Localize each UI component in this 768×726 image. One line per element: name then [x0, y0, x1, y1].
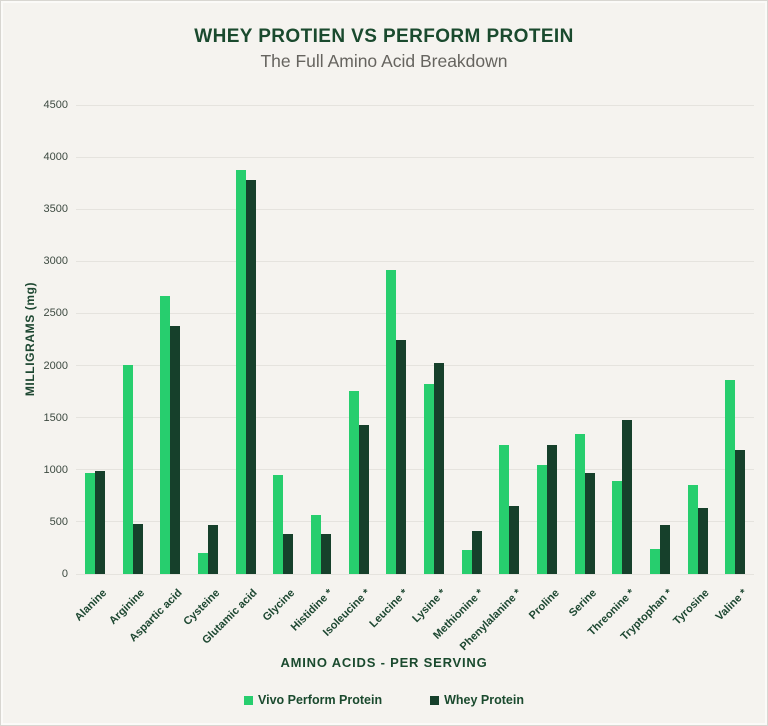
- bar-vivo-perform-protein: [84, 472, 95, 574]
- bar-whey-protein: [697, 508, 708, 574]
- bar-whey-protein: [659, 524, 670, 574]
- gridline: [76, 260, 754, 262]
- x-tick-label: Serine: [566, 587, 599, 620]
- x-tick-label: Glycine: [261, 587, 298, 624]
- bar-vivo-perform-protein: [273, 475, 284, 574]
- bar-whey-protein: [735, 449, 746, 574]
- bar-whey-protein: [433, 363, 444, 574]
- x-tick-label: Proline: [526, 587, 562, 622]
- bar-whey-protein: [584, 472, 595, 574]
- bar-vivo-perform-protein: [197, 553, 208, 574]
- x-tick-label: Leucine *: [367, 587, 411, 631]
- bar-whey-protein: [546, 444, 557, 574]
- legend-marker-square: [244, 695, 253, 705]
- bar-whey-protein: [245, 180, 256, 574]
- bar-whey-protein: [94, 470, 105, 574]
- bar-whey-protein: [320, 533, 331, 574]
- bar-whey-protein: [170, 325, 181, 574]
- bar-whey-protein: [358, 424, 369, 574]
- gridline: [76, 469, 754, 471]
- bar-vivo-perform-protein: [574, 434, 585, 574]
- x-tick-label: Lysine *: [410, 587, 449, 626]
- gridline: [76, 365, 754, 367]
- bar-whey-protein: [622, 419, 633, 574]
- bar-vivo-perform-protein: [348, 390, 359, 574]
- x-axis-labels: Alanine Arginine Aspartic acid Cysteine Glut…: [72, 579, 754, 653]
- gridline: [76, 156, 754, 158]
- x-tick-label: Valine *: [713, 587, 750, 624]
- bar-whey-protein: [509, 506, 520, 574]
- bar-whey-protein: [396, 339, 407, 574]
- bar-whey-protein: [283, 534, 294, 574]
- legend: Vivo Perform Protein Whey Protein: [1, 693, 767, 707]
- legend-label: Vivo Perform Protein: [258, 693, 383, 707]
- gridline: [76, 104, 754, 106]
- bar-vivo-perform-protein: [160, 295, 171, 574]
- y-tick-label: 2500: [43, 307, 68, 320]
- gridline: [76, 417, 754, 419]
- bar-vivo-perform-protein: [687, 485, 698, 574]
- y-tick-label: 3000: [43, 255, 68, 268]
- bar-vivo-perform-protein: [499, 444, 510, 574]
- x-tick-label: Tyrosine: [671, 587, 712, 628]
- x-axis-title: AMINO ACIDS - PER SERVING: [280, 655, 488, 670]
- x-tick-label: Alanine: [72, 587, 110, 624]
- y-tick-label: 4000: [43, 151, 68, 164]
- plot-area: [76, 104, 754, 575]
- chart-subtitle: The Full Amino Acid Breakdown: [260, 51, 508, 71]
- gridline: [76, 208, 754, 210]
- y-tick-label: 0: [61, 568, 68, 580]
- y-axis-ticks: 0 500 1000 1500 2000 2500 3000 3500 4000 4500: [1, 99, 68, 580]
- gridline: [76, 521, 754, 523]
- bar-vivo-perform-protein: [612, 481, 623, 574]
- gridline: [76, 312, 754, 314]
- gridline: [76, 573, 754, 575]
- bar-vivo-perform-protein: [536, 464, 547, 574]
- y-tick-label: 4500: [43, 99, 68, 111]
- y-tick-label: 1000: [43, 463, 68, 476]
- y-tick-label: 1500: [43, 411, 68, 424]
- bar-vivo-perform-protein: [725, 380, 736, 574]
- chart-title: WHEY PROTIEN VS PERFORM PROTEIN: [194, 26, 574, 47]
- bar-vivo-perform-protein: [386, 269, 397, 574]
- bar-vivo-perform-protein: [122, 364, 133, 574]
- bar-vivo-perform-protein: [423, 384, 434, 574]
- bar-vivo-perform-protein: [310, 514, 321, 574]
- bar-vivo-perform-protein: [461, 550, 472, 574]
- legend-label: Whey Protein: [444, 693, 524, 707]
- legend-item: Whey Protein: [430, 693, 524, 707]
- bar-whey-protein: [471, 531, 482, 574]
- bar-whey-protein: [132, 523, 143, 574]
- y-tick-label: 2000: [43, 359, 68, 372]
- y-tick-label: 500: [49, 515, 68, 528]
- bar-vivo-perform-protein: [235, 169, 246, 574]
- bar-vivo-perform-protein: [649, 549, 660, 574]
- bar-whey-protein: [207, 524, 218, 574]
- legend-item: Vivo Perform Protein: [244, 693, 382, 707]
- y-tick-label: 3500: [43, 203, 68, 216]
- legend-marker-square: [430, 695, 440, 705]
